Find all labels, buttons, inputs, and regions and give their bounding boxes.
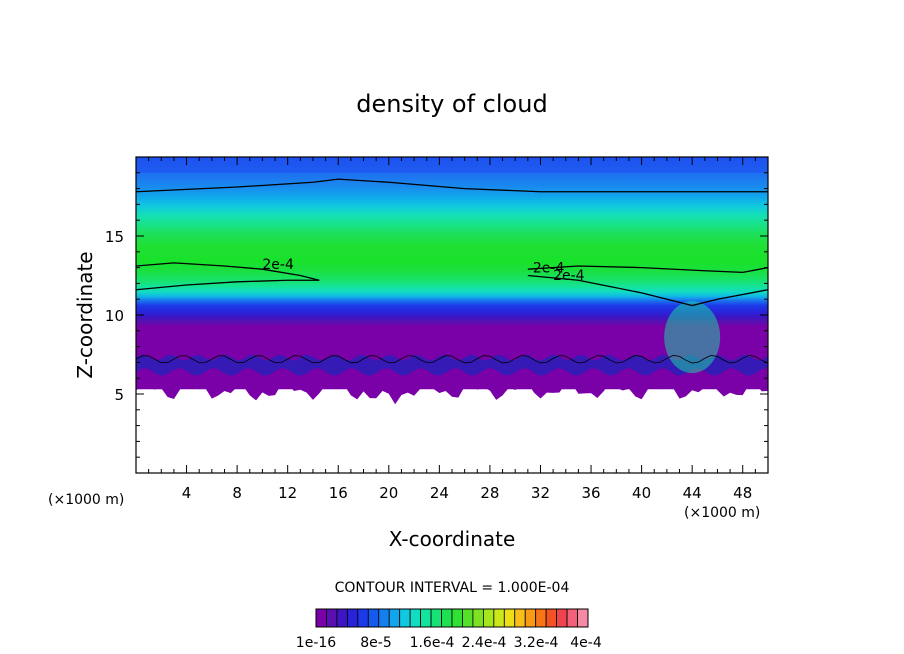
colorbar xyxy=(315,608,589,628)
chart-title: density of cloud xyxy=(356,90,547,118)
colorbar-swatch xyxy=(566,608,578,628)
contour-label-0: 2e-4 xyxy=(262,257,294,273)
contour-line-3 xyxy=(527,274,768,307)
colorbar-swatch xyxy=(409,608,422,628)
field-dip xyxy=(664,301,721,374)
density-field xyxy=(136,157,768,390)
x-tick-label: 40 xyxy=(632,484,651,502)
colorbar-labels: 1e-16 8e-5 1.6e-4 2.4e-4 3.2e-4 4e-4 xyxy=(296,635,602,651)
plot-area xyxy=(136,157,768,473)
colorbar-label: 2.4e-4 xyxy=(462,635,507,651)
colorbar-swatch xyxy=(524,608,537,628)
contour-line-base xyxy=(136,355,768,364)
colorbar-swatch xyxy=(367,608,380,628)
colorbar-swatch xyxy=(326,608,338,628)
colorbar-label: 8e-5 xyxy=(360,635,391,651)
top-band xyxy=(136,157,768,173)
colorbar-swatch xyxy=(535,608,547,628)
colorbar-swatch xyxy=(503,608,516,628)
contour-line-1 xyxy=(136,279,320,291)
contour-line-2 xyxy=(527,265,768,273)
colorbar-swatch xyxy=(346,608,359,628)
x-tick-label: 28 xyxy=(480,484,499,502)
colorbar-swatch xyxy=(556,608,568,628)
colorbar-swatch xyxy=(430,608,442,628)
x-tick-label: 44 xyxy=(683,484,702,502)
colorbar-label: 1.6e-4 xyxy=(410,635,455,651)
x-tick-label: 8 xyxy=(232,484,242,502)
colorbar-label: 3.2e-4 xyxy=(514,635,559,651)
x-tick-label: 20 xyxy=(379,484,398,502)
colorbar-label: 4e-4 xyxy=(570,635,602,651)
colorbar-swatch xyxy=(399,608,411,628)
x-tick-label: 48 xyxy=(733,484,752,502)
colorbar-swatch xyxy=(451,608,463,628)
x-tick-label: 32 xyxy=(531,484,550,502)
colorbar-swatch xyxy=(378,608,390,628)
colorbar-swatch xyxy=(388,608,401,628)
x-tick-label: 24 xyxy=(430,484,449,502)
x-tick-label: 16 xyxy=(329,484,348,502)
contour-layer: 2e-4 2e-42e-4 xyxy=(136,178,768,364)
colorbar-swatch xyxy=(441,608,453,628)
y-tick-label: 5 xyxy=(114,386,124,404)
colorbar-swatch xyxy=(577,608,589,628)
colorbar-swatch xyxy=(315,608,327,628)
colorbar-swatch xyxy=(472,608,484,628)
colorbar-swatch xyxy=(514,608,526,628)
y-axis-label: Z-coordinate xyxy=(73,251,97,378)
contour-label-2: 2e-4 xyxy=(553,268,585,284)
x-axis-label: X-coordinate xyxy=(389,527,516,551)
colorbar-swatch xyxy=(462,608,474,628)
x-unit-left: (×1000 m) xyxy=(48,492,124,508)
contour-label-1: 2e-4 xyxy=(533,260,565,276)
x-unit-right: (×1000 m) xyxy=(684,505,760,521)
colorbar-swatch xyxy=(336,608,348,628)
colorbar-swatch xyxy=(545,608,558,628)
y-tick-label: 10 xyxy=(105,307,124,325)
contour-line-4 xyxy=(136,178,768,193)
colorbar-swatch xyxy=(482,608,495,628)
contour-line-0 xyxy=(136,262,320,281)
colorbar-label: 1e-16 xyxy=(296,635,336,651)
x-tick-label: 4 xyxy=(182,484,192,502)
colorbar-swatch xyxy=(357,608,369,628)
y-tick-label: 15 xyxy=(105,228,124,246)
colorbar-swatch xyxy=(420,608,432,628)
cloud-base-purple xyxy=(136,367,768,405)
colorbar-swatch xyxy=(493,608,505,628)
x-tick-label: 12 xyxy=(278,484,297,502)
colorbar-frame xyxy=(315,608,589,628)
x-tick-label: 36 xyxy=(581,484,600,502)
contour-interval-text: CONTOUR INTERVAL = 1.000E-04 xyxy=(335,580,570,596)
